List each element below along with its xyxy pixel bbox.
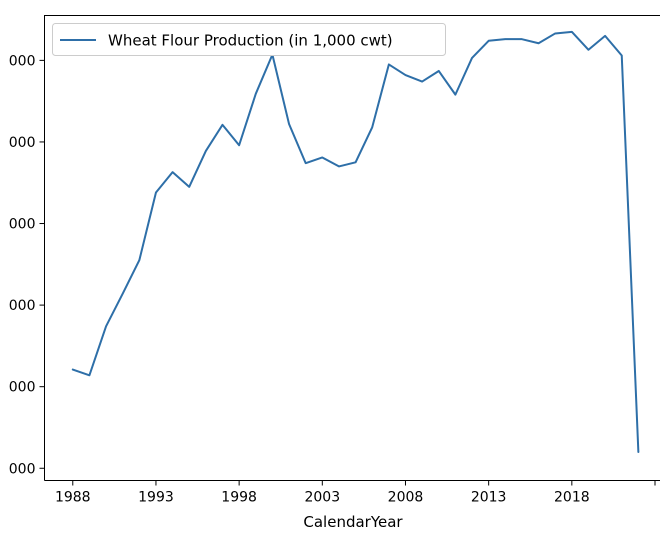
x-tick-label: 2013 <box>471 490 507 506</box>
x-tick-label: 1998 <box>221 490 257 506</box>
x-tick-label: 2008 <box>388 490 424 506</box>
y-tick-label: 000 <box>9 461 36 477</box>
y-tick-label: 000 <box>9 380 36 396</box>
x-tick-label: 1988 <box>55 490 91 506</box>
legend-label: Wheat Flour Production (in 1,000 cwt) <box>108 32 393 50</box>
x-axis-title: CalendarYear <box>303 513 403 531</box>
y-tick-label: 000 <box>9 298 36 314</box>
legend-box <box>52 23 446 56</box>
x-tick-label: 2003 <box>304 490 340 506</box>
legend: Wheat Flour Production (in 1,000 cwt) <box>52 23 446 56</box>
y-tick-label: 000 <box>9 217 36 233</box>
y-tick-label: 000 <box>9 53 36 69</box>
y-axis-ticks: 000 000 000 000 000 000 <box>9 53 45 477</box>
y-tick-label: 000 <box>9 135 36 151</box>
x-tick-label: 2018 <box>554 490 590 506</box>
x-tick-label: 1993 <box>138 490 174 506</box>
axes-frame <box>44 15 660 481</box>
x-axis-ticks: 1988 1993 1998 2003 2008 2013 2018 <box>55 480 656 506</box>
series-line-wheat-flour-production <box>71 30 640 453</box>
